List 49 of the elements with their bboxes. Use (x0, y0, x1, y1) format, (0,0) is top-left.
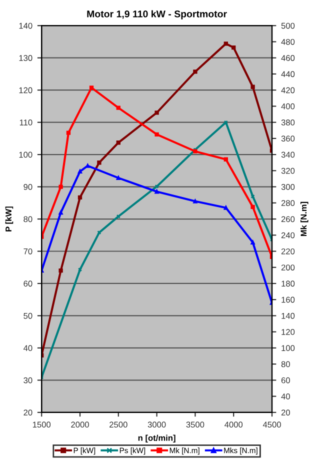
y2-tick-label: 60 (281, 377, 290, 384)
y-tick-label: 20 (24, 410, 32, 416)
y2-axis-title: Mk [N.m] (300, 202, 308, 236)
y2-tick-label: 300 (281, 184, 295, 190)
y-tick-label: 60 (24, 280, 32, 287)
x-tick-label: 4000 (224, 422, 243, 428)
y2-tick-label: 460 (281, 55, 295, 61)
y-tick-label: 90 (24, 184, 32, 190)
y-tick-label: 130 (19, 55, 32, 61)
y-tick-label: 40 (23, 345, 32, 352)
y2-tick-label: 160 (282, 296, 295, 303)
chart-title: Motor 1,9 110 kW - Sportmotor (87, 10, 227, 20)
y-tick-label: 140 (19, 22, 32, 29)
y2-tick-label: 380 (281, 120, 295, 126)
y2-tick-label: 440 (281, 71, 295, 78)
y-tick-label: 100 (19, 152, 32, 158)
y2-tick-label: 20 (281, 410, 290, 416)
x-tick-label: 3500 (186, 422, 204, 428)
y-axis-title: P [kW] (5, 206, 14, 232)
y2-tick-label: 420 (281, 87, 295, 94)
y2-tick-label: 220 (281, 248, 295, 254)
y2-tick-label: 260 (281, 216, 295, 222)
y-tick-label: 30 (24, 377, 32, 384)
y2-tick-label: 120 (282, 329, 295, 335)
y2-tick-label: 40 (281, 393, 290, 400)
y2-tick-label: 140 (282, 312, 295, 319)
x-tick-label: 1500 (32, 422, 51, 428)
y2-tick-label: 80 (281, 361, 290, 368)
y2-tick-label: 340 (281, 152, 295, 158)
y2-tick-label: 280 (281, 200, 295, 206)
y2-tick-label: 480 (281, 38, 295, 45)
y2-tick-label: 320 (281, 168, 295, 174)
x-tick-label: 2000 (71, 422, 89, 428)
y2-tick-label: 100 (282, 345, 295, 352)
y-tick-label: 50 (24, 312, 32, 319)
y2-tick-label: 500 (281, 22, 295, 29)
y2-tick-label: 180 (282, 280, 295, 287)
y-tick-label: 120 (19, 87, 32, 94)
x-axis-title: n [ot/min] (138, 434, 176, 443)
y2-tick-label: 200 (281, 264, 295, 270)
y-tick-label: 80 (24, 216, 32, 222)
x-tick-label: 4500 (262, 422, 281, 428)
x-tick-label: 2500 (110, 422, 128, 428)
x-tick-label: 3000 (148, 422, 166, 428)
y-tick-label: 70 (24, 248, 32, 254)
y2-tick-label: 240 (281, 232, 295, 238)
y2-tick-label: 400 (281, 103, 295, 110)
y2-tick-label: 360 (281, 136, 295, 142)
y-tick-label: 110 (20, 120, 32, 126)
